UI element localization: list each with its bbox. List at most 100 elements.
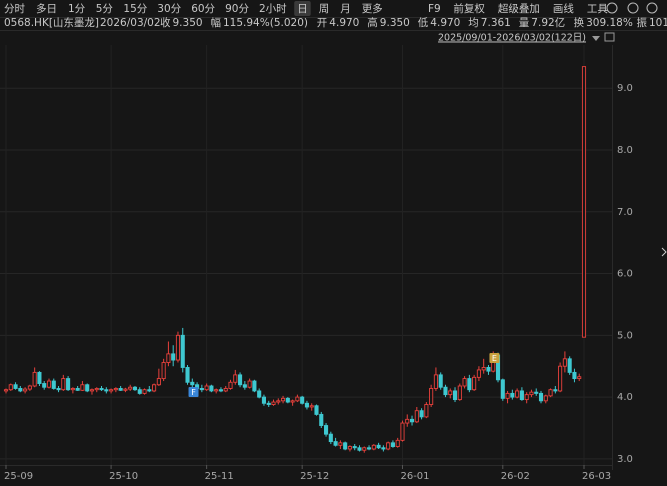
period-tab[interactable]: 周 xyxy=(319,3,330,15)
period-tab[interactable]: 2小时 xyxy=(259,3,287,15)
event-marker[interactable] xyxy=(188,386,199,397)
candle-body xyxy=(448,390,453,396)
tool-button[interactable]: 画线 xyxy=(553,2,574,15)
field-value: 9.350 xyxy=(173,17,203,29)
candle-body xyxy=(13,384,18,389)
period-tab[interactable]: 90分 xyxy=(225,3,249,15)
period-tab[interactable]: 更多 xyxy=(362,2,383,15)
candle-body xyxy=(137,389,142,394)
period-tab[interactable]: 60分 xyxy=(191,3,215,15)
tool-button[interactable]: 超级叠加 xyxy=(498,2,540,15)
candle-body xyxy=(27,385,32,390)
candle-body xyxy=(386,442,391,450)
range-dropdown[interactable] xyxy=(592,36,600,41)
field-label: 均 xyxy=(468,17,479,29)
candle-body xyxy=(558,365,563,392)
candle-body xyxy=(472,376,477,391)
field-value: 4.970 xyxy=(430,17,460,29)
candle-body xyxy=(510,392,515,398)
candle-body xyxy=(429,388,434,405)
candle-body xyxy=(85,384,90,392)
candle-body xyxy=(238,374,243,386)
period-tab[interactable]: 5分 xyxy=(96,3,114,15)
candle-body xyxy=(433,374,438,389)
candle-body xyxy=(132,386,138,391)
candle-body xyxy=(548,389,553,397)
field-value: 4.970 xyxy=(329,17,359,29)
candle-body xyxy=(166,353,171,363)
candle-body xyxy=(581,66,587,338)
period-tab[interactable]: 1分 xyxy=(68,3,86,15)
period-tab[interactable]: 多日 xyxy=(36,2,57,15)
candle-body xyxy=(467,378,472,391)
candle-body xyxy=(304,402,309,408)
menu-icon[interactable] xyxy=(646,2,658,14)
candle-body xyxy=(70,388,75,391)
candle-body xyxy=(23,388,28,392)
field-label: 高 xyxy=(367,16,378,29)
candle-body xyxy=(443,386,448,396)
tool-button[interactable]: F9 xyxy=(428,3,441,15)
candle-body xyxy=(362,447,367,451)
candle-body xyxy=(538,392,544,402)
candle-body xyxy=(290,400,295,403)
candle-body xyxy=(319,413,324,426)
candle-body xyxy=(252,380,257,392)
candle-body xyxy=(562,358,567,367)
candle-body xyxy=(118,388,123,391)
event-marker[interactable] xyxy=(489,352,500,363)
candle-body xyxy=(94,388,99,391)
candle-body xyxy=(37,371,42,384)
y-tick-label: 3.0 xyxy=(617,454,633,465)
candle-body xyxy=(300,396,305,404)
candle-body xyxy=(214,389,219,392)
candle-body xyxy=(281,397,286,402)
candle-body xyxy=(180,334,185,368)
candle-body xyxy=(46,380,52,388)
candle-body xyxy=(156,378,161,386)
candle-body xyxy=(32,371,37,387)
y-tick-label: 5.0 xyxy=(617,330,633,341)
candle-body xyxy=(572,371,577,380)
field-label: 振 xyxy=(637,16,648,29)
period-tab[interactable]: 分时 xyxy=(4,3,25,15)
candle-body xyxy=(257,390,262,398)
active-period-bg xyxy=(294,1,311,16)
toolbar-icons xyxy=(606,2,658,14)
field-label: 开 xyxy=(317,17,328,29)
candle-body xyxy=(276,400,281,403)
candle-body xyxy=(438,374,443,388)
candle-body xyxy=(175,334,181,361)
candle-body xyxy=(357,447,362,451)
tool-button[interactable]: 工具 xyxy=(587,3,608,15)
candle-body xyxy=(519,390,524,401)
candle-body xyxy=(123,388,128,391)
side-arrow[interactable] xyxy=(661,247,667,257)
candle-body xyxy=(147,389,152,392)
tool-button[interactable]: 前复权 xyxy=(453,2,485,15)
event-marker-label: F xyxy=(191,388,196,397)
range-icon[interactable] xyxy=(604,32,615,42)
candle-body xyxy=(104,389,109,392)
candle-body xyxy=(390,442,395,447)
candle-body xyxy=(476,369,481,378)
field-label: 幅 xyxy=(211,16,222,29)
period-tab[interactable]: 15分 xyxy=(123,3,147,15)
candle-body xyxy=(414,410,419,423)
y-tick-label: 7.0 xyxy=(617,207,633,218)
help-icon[interactable] xyxy=(627,2,639,14)
candle-body xyxy=(462,378,467,387)
candle-body xyxy=(113,388,118,391)
x-tick-label: 26-02 xyxy=(501,471,530,482)
candle-body xyxy=(185,367,190,383)
settings-icon[interactable] xyxy=(606,2,618,14)
candle-body xyxy=(419,410,424,418)
period-tab[interactable]: 日 xyxy=(297,3,308,15)
period-tab[interactable]: 30分 xyxy=(157,3,181,15)
date-range[interactable]: 2025/09/01-2026/03/02(122日) xyxy=(438,33,586,44)
candle-body xyxy=(161,362,166,380)
candle-body xyxy=(452,390,458,401)
symbol: 0568.HK[山东墨龙] xyxy=(4,16,99,29)
period-tab[interactable]: 月 xyxy=(340,3,351,15)
candle-body xyxy=(3,389,9,392)
